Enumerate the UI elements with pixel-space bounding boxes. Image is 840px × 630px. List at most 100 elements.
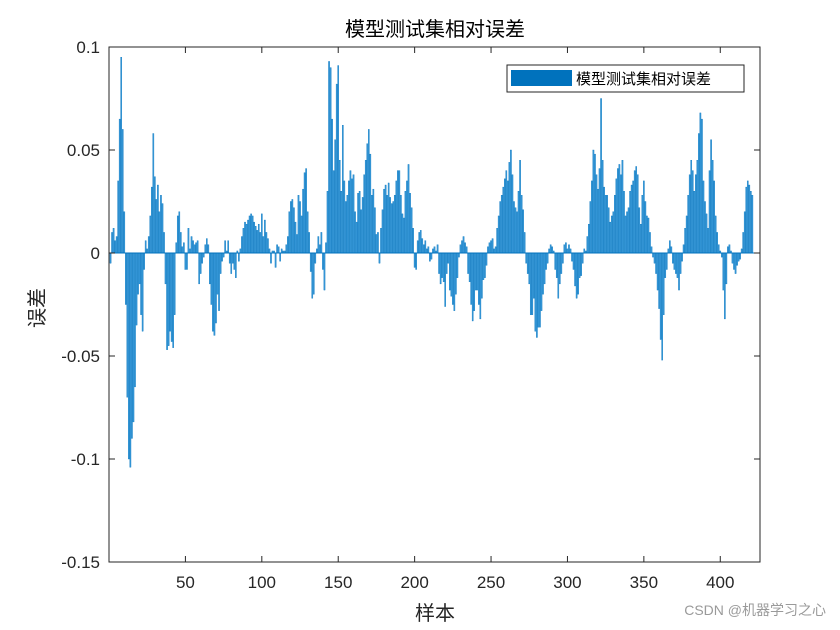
bar-mark — [615, 178, 618, 254]
bar-mark — [196, 240, 199, 254]
bar-mark — [268, 248, 271, 254]
bars-group — [109, 57, 754, 468]
bar-mark — [404, 191, 407, 254]
bar-mark — [366, 143, 369, 254]
bar-mark — [393, 195, 396, 254]
bar-mark — [288, 211, 291, 254]
bar-mark — [510, 149, 512, 254]
bar-mark — [737, 252, 740, 262]
bar-mark — [291, 199, 294, 254]
bar-mark — [502, 186, 505, 254]
bar-mark — [322, 252, 324, 270]
bar-mark — [508, 162, 511, 254]
bar-mark — [684, 228, 686, 254]
bar-mark — [481, 252, 483, 299]
x-tick-label: 100 — [248, 573, 276, 592]
bar-mark — [231, 252, 234, 264]
bar-mark — [424, 240, 427, 254]
bar-mark — [277, 246, 280, 254]
bar-mark — [710, 139, 712, 254]
bar-mark — [441, 252, 443, 278]
bar-mark — [221, 252, 223, 262]
bar-mark — [176, 215, 179, 254]
bar-mark — [636, 174, 639, 254]
bar-mark — [210, 252, 213, 305]
bar-mark — [361, 197, 364, 254]
bar-mark — [412, 228, 414, 254]
bar-mark — [594, 153, 596, 254]
bar-mark — [577, 252, 579, 295]
chart-title: 模型测试集相对误差 — [345, 17, 525, 41]
bar-mark — [190, 236, 193, 254]
bar-mark — [478, 252, 480, 305]
bar-mark — [724, 252, 726, 320]
bar-mark — [207, 244, 210, 254]
bar-mark — [452, 252, 454, 305]
bar-mark — [316, 248, 318, 254]
bar-mark — [206, 238, 208, 254]
bar-mark — [739, 252, 741, 260]
bar-mark — [279, 252, 281, 262]
bar-mark — [134, 252, 136, 388]
bar-mark — [187, 228, 190, 254]
bar-mark — [442, 252, 445, 283]
bar-mark — [392, 201, 395, 254]
x-axis-title: 样本 — [415, 601, 455, 625]
bar-mark — [293, 207, 295, 254]
bar-mark — [143, 252, 145, 270]
bar-mark — [601, 160, 604, 254]
bar-mark — [702, 180, 705, 254]
bar-mark — [526, 252, 529, 274]
bar-mark — [409, 193, 411, 254]
bar-mark — [235, 252, 237, 278]
bar-mark — [398, 170, 401, 254]
bar-mark — [670, 246, 673, 254]
bar-mark — [346, 195, 349, 254]
bar-mark — [363, 174, 365, 254]
bar-mark — [664, 252, 667, 278]
bar-mark — [750, 191, 752, 254]
bar-mark — [505, 170, 508, 254]
bar-mark — [623, 191, 625, 254]
bar-mark — [128, 252, 130, 460]
x-tick-label: 300 — [553, 573, 581, 592]
y-tick-label: -0.15 — [61, 553, 100, 572]
axes-box — [108, 46, 761, 563]
bar-mark — [161, 203, 164, 254]
bar-mark — [175, 242, 178, 254]
bar-mark — [415, 252, 417, 270]
bar-mark — [462, 236, 465, 254]
bar-mark — [533, 252, 535, 299]
bar-mark — [612, 211, 615, 254]
bar-mark — [118, 118, 121, 254]
bar-mark — [242, 228, 245, 254]
bar-mark — [731, 252, 734, 264]
bar-mark — [131, 252, 133, 439]
bar-mark — [598, 168, 601, 254]
bar-mark — [436, 244, 439, 254]
bar-mark — [572, 252, 575, 270]
y-tick-label: 0.1 — [76, 38, 100, 57]
y-tick-label: -0.05 — [61, 347, 100, 366]
bar-mark — [264, 219, 266, 254]
bar-mark — [568, 244, 570, 254]
bar-mark — [479, 252, 482, 320]
bar-mark — [566, 248, 569, 254]
bar-mark — [180, 232, 182, 254]
bar-mark — [338, 160, 341, 254]
bar-mark — [542, 252, 544, 295]
bar-mark — [523, 232, 526, 254]
bar-mark — [378, 252, 381, 264]
bar-mark — [678, 252, 680, 291]
bar-mark — [193, 244, 196, 254]
bar-mark — [450, 252, 453, 297]
plot-area — [109, 47, 760, 562]
bar-mark — [721, 252, 723, 258]
bar-mark — [352, 174, 355, 254]
bar-mark — [592, 149, 595, 254]
bar-mark — [250, 213, 252, 254]
bar-mark — [488, 242, 491, 254]
x-tick-label: 50 — [176, 573, 195, 592]
bar-mark — [696, 160, 699, 254]
y-axis-title: 误差 — [25, 288, 49, 328]
